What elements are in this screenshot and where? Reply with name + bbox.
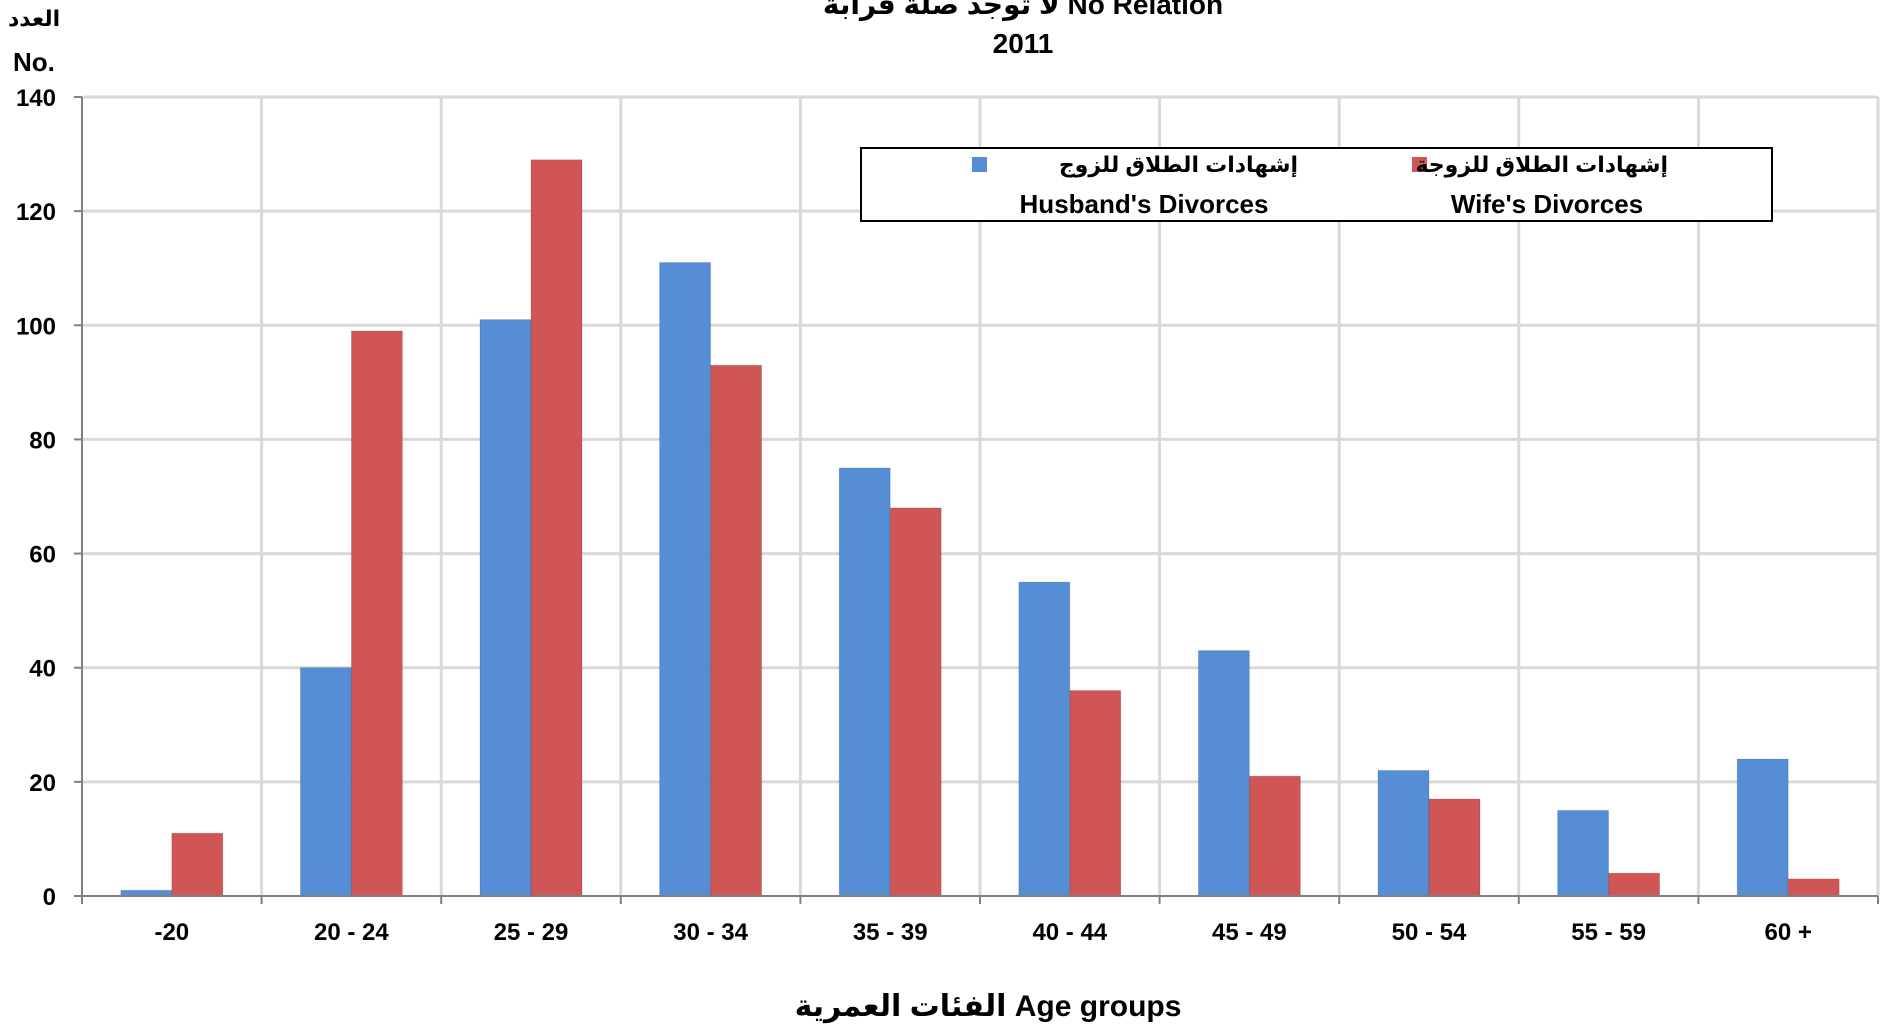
bar-wife-8 (1608, 872, 1661, 897)
x-tick-label: 35 - 39 (853, 919, 928, 946)
chart-title-line2: 2011 (993, 28, 1054, 59)
bar-wife-1 (350, 330, 403, 897)
legend-label-wife-ar: إشهادات الطلاق للزوجة (1415, 152, 1668, 178)
bar-husband-2 (479, 319, 532, 897)
x-tick-label: 55 - 59 (1571, 919, 1646, 946)
y-tick-label: 60 (29, 542, 56, 569)
y-axis-label-en: No. (13, 47, 55, 77)
bar-wife-2 (530, 159, 583, 897)
bar-husband-1 (299, 667, 352, 897)
legend-label-husband: Husband's Divorces (1020, 189, 1269, 219)
bar-wife-9 (1787, 878, 1840, 897)
axes (74, 96, 1879, 904)
y-tick-label: 100 (16, 313, 56, 340)
bar-husband-5 (1018, 581, 1071, 897)
bar-husband-6 (1197, 650, 1250, 897)
y-axis-label-ar: العدد (8, 6, 60, 31)
bar-husband-7 (1377, 769, 1430, 897)
x-tick-label: 20 - 24 (314, 919, 389, 946)
x-tick-label: 50 - 54 (1392, 919, 1467, 946)
legend-box (860, 147, 1773, 222)
bar-husband-9 (1736, 758, 1789, 897)
bar-wife-6 (1248, 775, 1301, 897)
bar-wife-3 (710, 364, 763, 897)
bar-husband-8 (1557, 809, 1610, 897)
x-tick-label: 30 - 34 (673, 919, 748, 946)
legend: إشهادات الطلاق للزوج Husband's Divorces … (860, 147, 1773, 222)
bar-wife-7 (1428, 798, 1481, 897)
legend-label-husband-ar: إشهادات الطلاق للزوج (1059, 152, 1298, 178)
x-tick-label: 25 - 29 (494, 919, 569, 946)
bar-wife-4 (889, 507, 942, 897)
y-tick-label: 140 (16, 85, 56, 112)
y-tick-label: 20 (29, 770, 56, 797)
bar-husband-3 (659, 262, 712, 897)
legend-swatch-husband (972, 157, 987, 172)
x-tick-label: 45 - 49 (1212, 919, 1287, 946)
legend-swatch-wife (1412, 157, 1427, 172)
bar-husband-4 (838, 467, 891, 897)
y-tick-label: 120 (16, 199, 56, 226)
y-tick-labels: 0 20 40 60 80 100 120 140 (16, 85, 56, 911)
y-tick-label: 40 (29, 656, 56, 683)
x-tick-label: 40 - 44 (1032, 919, 1107, 946)
x-tick-labels: -20 20 - 24 25 - 29 30 - 34 35 - 39 40 - 44 45… (154, 919, 1811, 946)
y-tick-label: 0 (43, 884, 56, 911)
bar-wife-0 (171, 832, 224, 897)
x-tick-label: 60 + (1765, 919, 1812, 946)
x-tick-label: -20 (154, 919, 189, 946)
legend-label-wife: Wife's Divorces (1451, 189, 1643, 219)
y-tick-label: 80 (29, 427, 56, 454)
x-axis-label: الفئات العمرية Age groups (795, 990, 1182, 1023)
chart-title-line1: لا توجد صلة قرابة No Relation (823, 0, 1223, 21)
bar-wife-5 (1069, 690, 1122, 897)
